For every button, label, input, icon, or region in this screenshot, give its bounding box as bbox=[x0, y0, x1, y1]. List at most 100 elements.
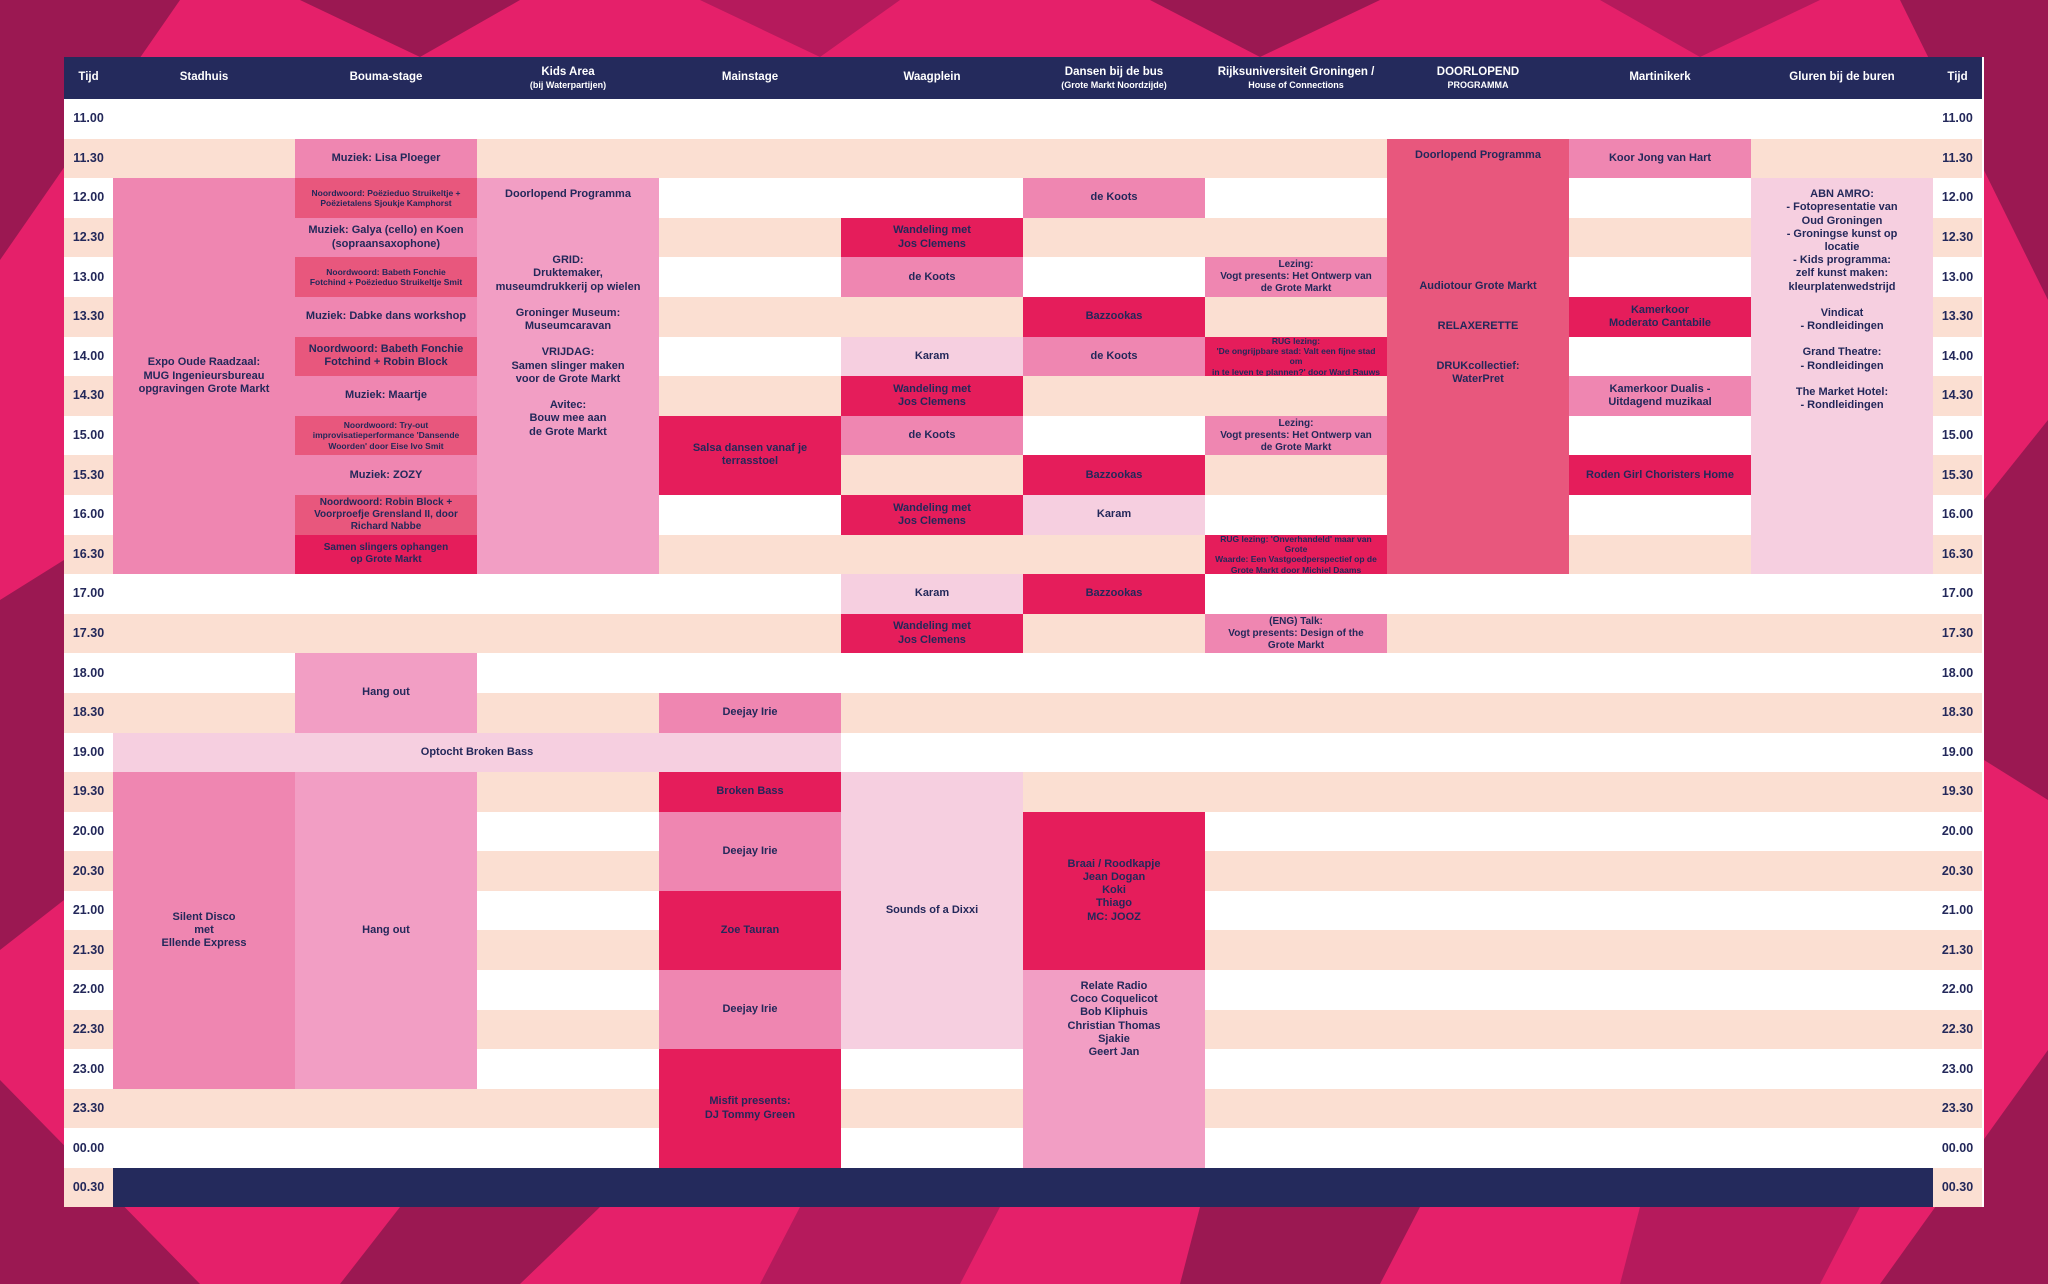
event-block: Doorlopend Programma GRID: Druktemaker, … bbox=[477, 178, 659, 575]
event-block: ABN AMRO: - Fotopresentatie van Oud Gron… bbox=[1751, 178, 1933, 575]
event-block: Muziek: Galya (cello) en Koen (sopraansa… bbox=[295, 217, 477, 258]
column-header-label: Mainstage bbox=[721, 71, 779, 84]
event-block: Zoe Tauran bbox=[659, 890, 841, 971]
time-label: 22.30 bbox=[72, 1021, 105, 1036]
time-label: 16.30 bbox=[72, 546, 105, 561]
column-header-label: DOORLOPEND bbox=[1436, 65, 1520, 78]
event-block: Silent Disco met Ellende Express bbox=[113, 772, 295, 1089]
event-block: Lezing: Vogt presents: Het Ontwerp van d… bbox=[1205, 257, 1387, 297]
column-header-label: Martinikerk bbox=[1629, 71, 1691, 84]
schedule-row bbox=[64, 99, 1982, 139]
event-block: Wandeling met Jos Clemens bbox=[841, 494, 1023, 535]
time-label: 17.30 bbox=[72, 626, 105, 641]
time-label: 21.00 bbox=[72, 903, 105, 918]
event-block: Muziek: Dabke dans workshop bbox=[295, 296, 477, 337]
time-label: 16.00 bbox=[1941, 507, 1974, 522]
event-block: Misfit presents: DJ Tommy Green bbox=[659, 1049, 841, 1169]
column-header-sub: (Grote Markt Noordzijde) bbox=[1061, 79, 1167, 90]
event-block: Deejay Irie bbox=[659, 692, 841, 733]
event-block: RUG lezing: 'De ongrijpbare stad: Valt e… bbox=[1205, 336, 1387, 377]
column-header-sub: House of Connections bbox=[1248, 79, 1344, 90]
time-label: 13.00 bbox=[72, 269, 105, 284]
event-block: Bazzookas bbox=[1023, 296, 1205, 337]
time-label: 18.00 bbox=[72, 665, 105, 680]
time-label: 14.30 bbox=[72, 388, 105, 403]
event-block: Hang out bbox=[295, 772, 477, 1089]
time-label: 14.30 bbox=[1941, 388, 1974, 403]
column-header-label: Gluren bij de buren bbox=[1789, 71, 1895, 84]
event-block: Kamerkoor Dualis - Uitdagend muzikaal bbox=[1569, 376, 1751, 416]
event-block: Hang out bbox=[295, 653, 477, 733]
event-block: de Koots bbox=[1023, 178, 1205, 218]
event-block: Lezing: Vogt presents: Het Ontwerp van d… bbox=[1205, 415, 1387, 456]
event-block: de Koots bbox=[841, 415, 1023, 456]
time-label: 11.30 bbox=[73, 150, 104, 165]
event-block: de Koots bbox=[1023, 336, 1205, 377]
time-label: 00.30 bbox=[1933, 1168, 1982, 1207]
column-header-label: Bouma-stage bbox=[349, 71, 423, 84]
time-label: 13.00 bbox=[1941, 269, 1974, 284]
event-block: Expo Oude Raadzaal: MUG Ingenieursbureau… bbox=[113, 178, 295, 575]
column-header: Tijd bbox=[1933, 57, 1982, 99]
event-block: Broken Bass bbox=[659, 772, 841, 812]
time-label: 17.00 bbox=[72, 586, 105, 601]
event-block: Muziek: Maartje bbox=[295, 376, 477, 416]
time-label: 19.00 bbox=[72, 744, 105, 759]
time-label: 17.00 bbox=[1941, 586, 1974, 601]
time-label: 23.30 bbox=[1941, 1101, 1974, 1116]
column-header: Mainstage bbox=[659, 57, 841, 99]
time-label: 16.30 bbox=[1941, 546, 1974, 561]
column-header-label: Rijksuniversiteit Groningen / bbox=[1217, 65, 1375, 78]
time-label: 19.30 bbox=[72, 784, 105, 799]
time-label: 22.30 bbox=[1941, 1021, 1974, 1036]
time-label: 21.00 bbox=[1941, 903, 1974, 918]
time-label: 12.00 bbox=[1941, 190, 1974, 205]
column-header: DOORLOPEND PROGRAMMA bbox=[1387, 57, 1569, 99]
time-label: 22.00 bbox=[1941, 982, 1974, 997]
column-header-sub: (bij Waterpartijen) bbox=[529, 79, 607, 90]
event-block: Deejay Irie bbox=[659, 970, 841, 1050]
time-label: 15.00 bbox=[72, 428, 105, 443]
time-label: 14.00 bbox=[1941, 348, 1974, 363]
event-block: Noordwoord: Poëzieduo Struikeltje + Poëz… bbox=[295, 178, 477, 218]
time-label: 15.30 bbox=[72, 467, 105, 482]
time-label: 11.30 bbox=[1942, 150, 1973, 165]
column-header: Dansen bij de bus (Grote Markt Noordzijde… bbox=[1023, 57, 1205, 99]
time-label: 12.30 bbox=[72, 230, 105, 245]
event-block: Sounds of a Dixxi bbox=[841, 772, 1023, 1050]
event-block: Optocht Broken Bass bbox=[113, 732, 841, 773]
event-block: Kamerkoor Moderato Cantabile bbox=[1569, 296, 1751, 337]
column-header-label: Stadhuis bbox=[179, 71, 229, 84]
time-label: 00.30 bbox=[64, 1168, 113, 1207]
event-block: Muziek: ZOZY bbox=[295, 455, 477, 495]
time-label: 19.00 bbox=[1941, 744, 1974, 759]
event-block: Noordwoord: Babeth Fonchie Fotchind + Ro… bbox=[295, 336, 477, 377]
event-block: Karam bbox=[841, 336, 1023, 377]
time-label: 00.00 bbox=[72, 1140, 105, 1155]
column-header-label: Kids Area bbox=[541, 65, 595, 78]
time-label: 15.30 bbox=[1941, 467, 1974, 482]
time-label: 23.30 bbox=[72, 1101, 105, 1116]
column-header: Kids Area (bij Waterpartijen) bbox=[477, 57, 659, 99]
column-header: Martinikerk bbox=[1569, 57, 1751, 99]
event-block: Karam bbox=[1023, 494, 1205, 535]
time-label: 11.00 bbox=[73, 111, 104, 126]
event-block: Braai / Roodkapje Jean Dogan Koki Thiago… bbox=[1023, 811, 1205, 971]
time-label: 23.00 bbox=[72, 1061, 105, 1076]
event-block: Koor Jong van Hart bbox=[1569, 138, 1751, 179]
column-header-label: Dansen bij de bus bbox=[1064, 65, 1164, 78]
event-block: (ENG) Talk: Vogt presents: Design of the… bbox=[1205, 613, 1387, 654]
column-header-sub: PROGRAMMA bbox=[1447, 79, 1509, 90]
time-label: 18.30 bbox=[1941, 705, 1974, 720]
time-label: 20.30 bbox=[72, 863, 105, 878]
event-block: Noordwoord: Try-out improvisatieperforma… bbox=[295, 415, 477, 456]
event-block: Karam bbox=[841, 574, 1023, 614]
column-header: Gluren bij de buren bbox=[1751, 57, 1933, 99]
event-block: Bazzookas bbox=[1023, 455, 1205, 495]
time-label: 19.30 bbox=[1941, 784, 1974, 799]
event-block: Noordwoord: Babeth Fonchie Fotchind + Po… bbox=[295, 257, 477, 297]
event-block: Relate Radio Coco Coquelicot Bob Kliphui… bbox=[1023, 970, 1205, 1169]
event-block: Wandeling met Jos Clemens bbox=[841, 613, 1023, 654]
event-block: Wandeling met Jos Clemens bbox=[841, 217, 1023, 258]
time-label: 16.00 bbox=[72, 507, 105, 522]
